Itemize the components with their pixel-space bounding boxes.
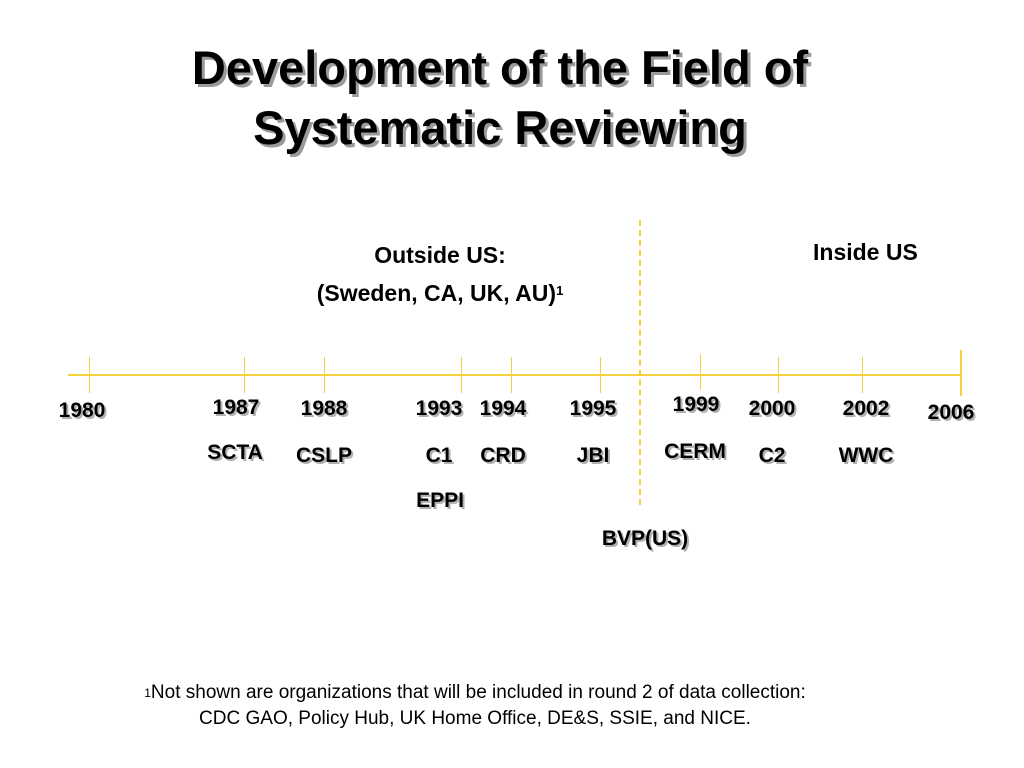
year-label-1993: 1993	[415, 397, 463, 420]
year-label-2006: 2006	[927, 401, 975, 424]
year-label-1987: 1987	[212, 396, 260, 419]
org-label-jbi: JBI	[576, 444, 610, 467]
year-label-1988: 1988	[300, 397, 348, 420]
page-title: Development of the Field of Systematic R…	[0, 38, 1000, 158]
tick-1995	[600, 357, 601, 393]
org-label-scta: SCTA	[207, 441, 263, 464]
tick-1994	[511, 357, 512, 393]
org-label-eppi: EPPI	[416, 489, 464, 512]
tick-1993	[461, 357, 462, 393]
tick-1999	[700, 354, 701, 390]
year-label-2002: 2002	[842, 397, 890, 420]
tick-2006	[960, 350, 962, 396]
tick-2002	[862, 357, 863, 393]
org-label-c1: C1	[425, 444, 453, 467]
outside-us-footnote-marker: 1	[556, 283, 564, 298]
outside-us-countries-text: (Sweden, CA, UK, AU)	[316, 280, 557, 306]
org-label-cerm: CERM	[664, 440, 726, 463]
timeline-axis	[68, 374, 960, 376]
tick-1980	[89, 357, 90, 393]
year-label-1995: 1995	[569, 397, 617, 420]
footnote-line-1: 1Not shown are organizations that will b…	[0, 680, 950, 706]
inside-us-label: Inside US	[813, 239, 918, 265]
year-label-1999: 1999	[672, 393, 720, 416]
year-label-1994: 1994	[479, 397, 527, 420]
tick-1988	[324, 357, 325, 393]
us-divider-line	[639, 220, 641, 505]
footnote-line-1-text: Not shown are organizations that will be…	[150, 682, 806, 703]
year-label-1980: 1980	[58, 399, 106, 422]
year-label-2000: 2000	[748, 397, 796, 420]
title-line-1: Development of the Field of	[191, 41, 809, 94]
footnote-marker: 1	[144, 686, 151, 700]
org-label-c2: C2	[758, 444, 786, 467]
org-label-crd: CRD	[480, 444, 526, 467]
outside-us-label: Outside US:	[374, 242, 506, 268]
outside-us-countries: (Sweden, CA, UK, AU)1	[290, 274, 590, 312]
org-label-wwc: WWC	[838, 444, 894, 467]
tick-2000	[778, 357, 779, 393]
title-line-2: Systematic Reviewing	[253, 101, 747, 154]
tick-1987	[244, 357, 245, 393]
inside-us-heading: Inside US	[813, 233, 918, 271]
outside-us-heading: Outside US: (Sweden, CA, UK, AU)1	[290, 236, 590, 312]
org-label-bvp-us: BVP(US)	[601, 527, 689, 550]
footnote-line-2: CDC GAO, Policy Hub, UK Home Office, DE&…	[199, 708, 751, 729]
footnote: 1Not shown are organizations that will b…	[0, 680, 950, 732]
org-label-cslp: CSLP	[295, 444, 353, 467]
